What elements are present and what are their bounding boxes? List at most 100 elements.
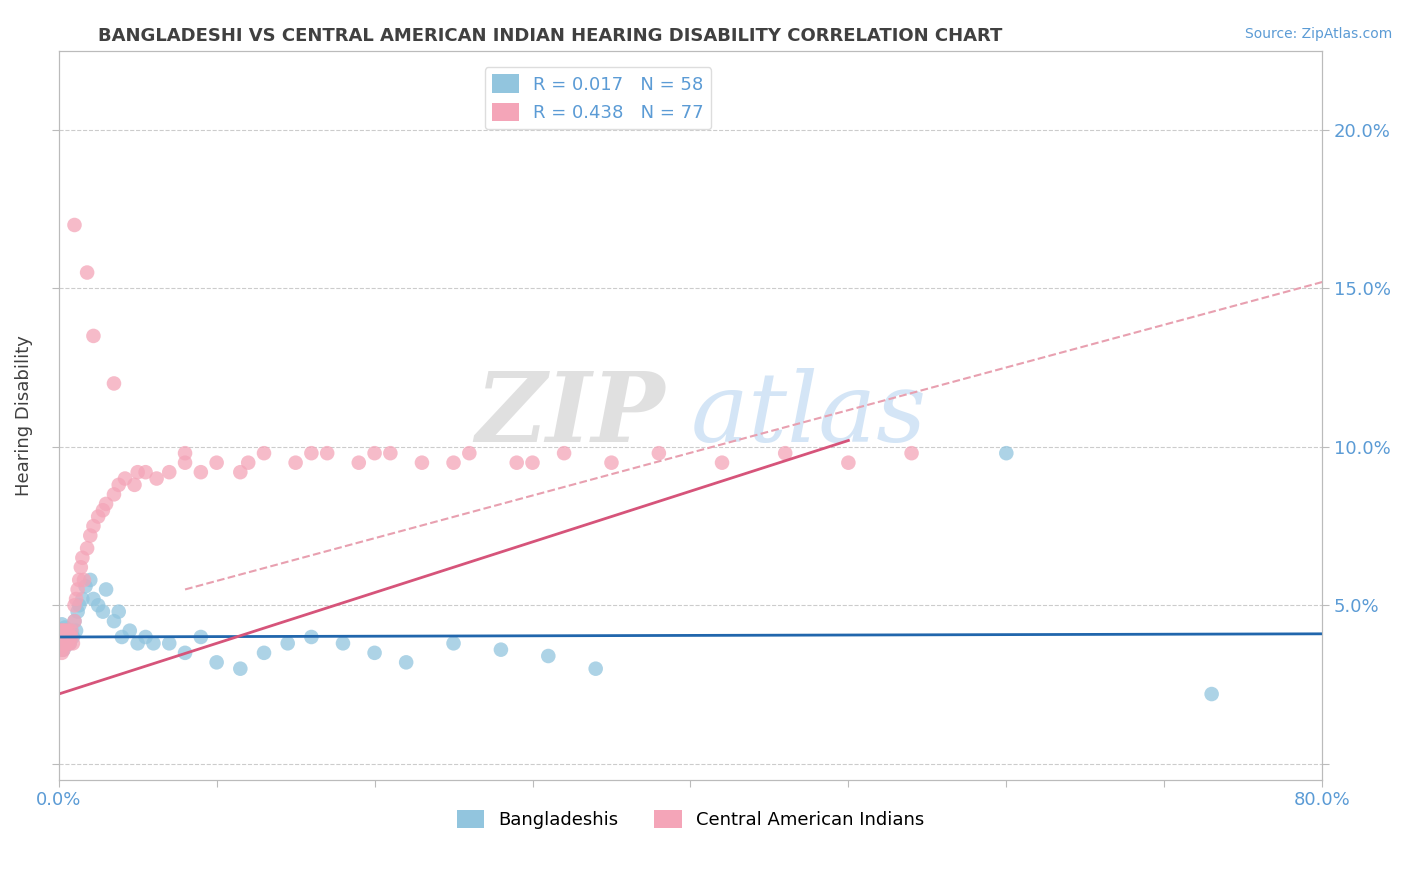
Point [135,630,157,644]
Point [72,550,94,565]
Point [60,624,83,638]
Point [56,624,79,638]
Point [51,642,73,657]
Point [72,591,94,606]
Point [51,636,73,650]
Point [411,456,433,470]
Point [277,636,299,650]
Point [51,636,73,650]
Point [773,446,796,460]
Point [103,376,125,391]
Point [49,642,72,657]
Point [284,456,307,470]
Point [229,465,252,479]
Point [56,624,79,638]
Point [190,630,212,644]
Point [506,456,529,470]
Point [585,662,607,676]
Point [75,579,97,593]
Point [73,573,96,587]
Point [111,630,134,644]
Point [51,630,73,644]
Point [52,642,75,657]
Point [837,456,859,470]
Point [55,630,77,644]
Point [59,630,82,644]
Point [82,591,104,606]
Text: Source: ZipAtlas.com: Source: ZipAtlas.com [1244,27,1392,41]
Point [229,662,252,676]
Point [900,446,922,460]
Point [489,642,512,657]
Point [60,624,83,638]
Point [76,266,98,280]
Point [49,624,72,638]
Point [332,636,354,650]
Text: BANGLADESHI VS CENTRAL AMERICAN INDIAN HEARING DISABILITY CORRELATION CHART: BANGLADESHI VS CENTRAL AMERICAN INDIAN H… [98,27,1002,45]
Point [87,509,110,524]
Text: ZIP: ZIP [475,368,665,462]
Point [69,560,91,574]
Point [363,646,385,660]
Point [63,614,86,628]
Point [600,456,623,470]
Point [56,636,79,650]
Point [51,646,73,660]
Point [52,630,75,644]
Point [1201,687,1223,701]
Point [53,620,76,634]
Point [51,624,73,638]
Point [87,599,110,613]
Point [82,519,104,533]
Point [316,446,339,460]
Text: atlas: atlas [690,368,927,462]
Point [135,465,157,479]
Point [174,446,197,460]
Point [142,636,165,650]
Point [63,599,86,613]
Point [76,541,98,556]
Point [52,624,75,638]
Point [94,497,117,511]
Point [65,591,87,606]
Point [174,456,197,470]
Point [59,630,82,644]
Point [347,456,370,470]
Point [91,605,114,619]
Point [995,446,1018,460]
Point [127,465,149,479]
Point [458,446,481,460]
Point [51,630,73,644]
Point [91,503,114,517]
Point [363,446,385,460]
Point [94,582,117,597]
Point [67,573,90,587]
Point [63,218,86,232]
Point [443,456,465,470]
Point [62,636,84,650]
Point [53,636,76,650]
Point [79,573,101,587]
Point [190,465,212,479]
Point [157,636,180,650]
Point [107,478,129,492]
Point [56,636,79,650]
Point [553,446,575,460]
Point [145,471,167,485]
Point [55,624,77,638]
Point [114,471,136,485]
Point [52,636,75,650]
Point [53,636,76,650]
Point [63,614,86,628]
Point [65,624,87,638]
Point [82,329,104,343]
Point [238,456,260,470]
Point [49,624,72,638]
Point [103,487,125,501]
Point [79,528,101,542]
Point [55,636,77,650]
Point [59,636,82,650]
Point [395,656,418,670]
Point [174,646,197,660]
Point [157,465,180,479]
